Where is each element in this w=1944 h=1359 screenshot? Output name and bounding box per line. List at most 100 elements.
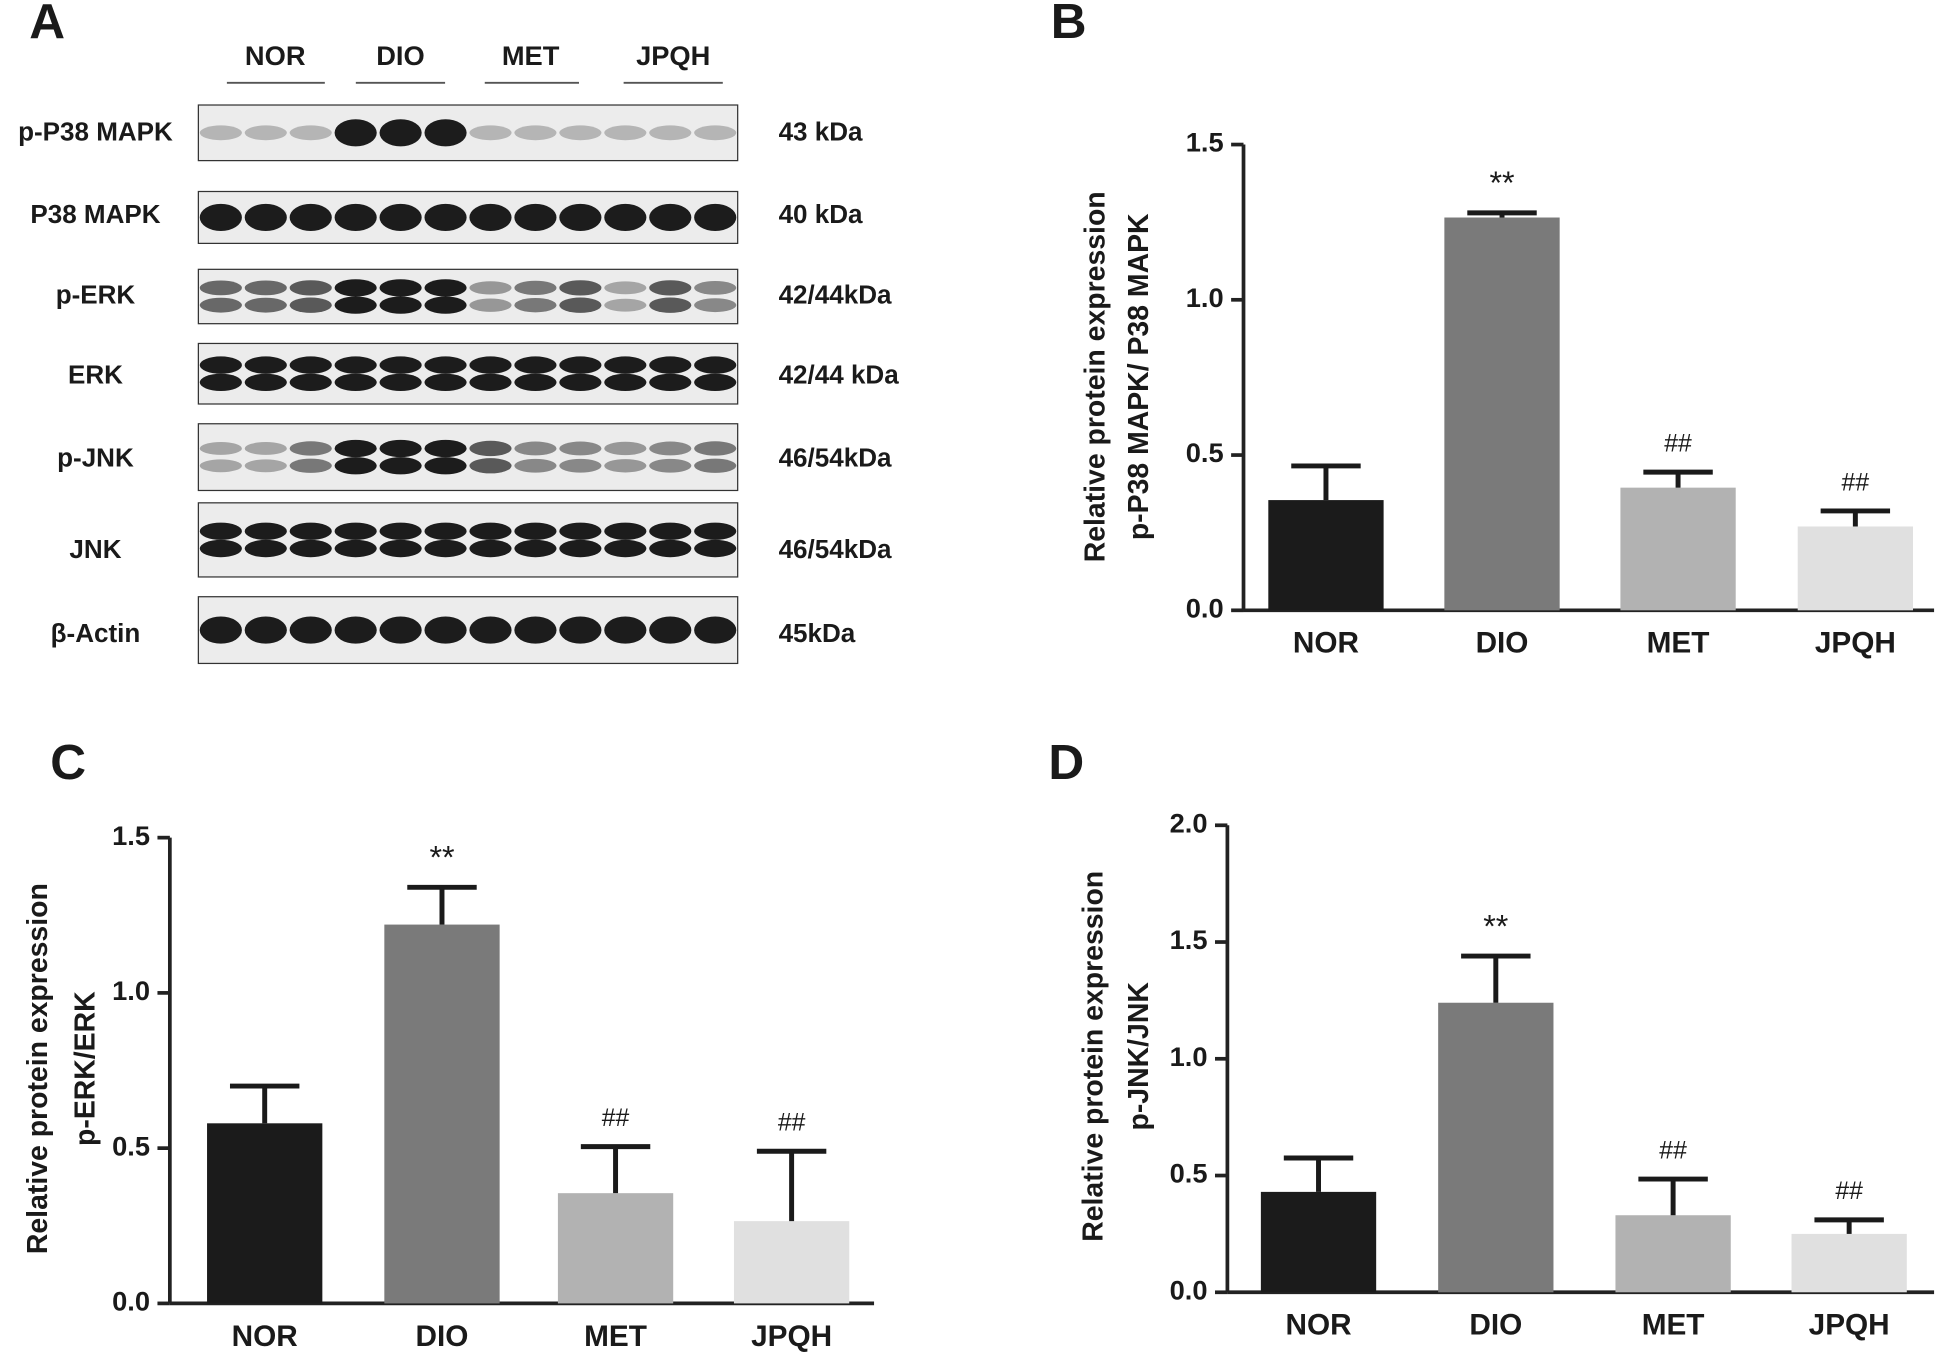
size-label: 42/44 kDa <box>779 360 900 390</box>
band <box>469 522 512 540</box>
band <box>379 439 422 458</box>
band <box>379 203 422 232</box>
band <box>694 539 737 558</box>
band <box>559 356 602 374</box>
bar <box>384 924 500 1304</box>
band <box>289 441 332 456</box>
y-tick-label: 1.5 <box>1170 924 1208 955</box>
band <box>604 616 647 644</box>
band <box>289 373 332 392</box>
band <box>289 203 332 232</box>
band <box>604 298 647 312</box>
x-tick-label: DIO <box>416 1320 469 1353</box>
x-tick-label: JPQH <box>1815 627 1896 660</box>
protein-label: β-Actin <box>51 618 141 648</box>
band <box>334 457 377 475</box>
significance-label: ## <box>1835 1178 1863 1205</box>
x-tick-label: JPQH <box>751 1320 832 1353</box>
band <box>424 296 467 314</box>
panel-letter: D <box>1048 735 1084 790</box>
band <box>604 522 647 540</box>
band <box>334 539 377 558</box>
bar <box>1260 1191 1377 1293</box>
band <box>424 522 467 540</box>
size-label: 46/54kDa <box>779 442 892 472</box>
band <box>334 373 377 392</box>
y-axis-label: p-JNK/JNK <box>1123 982 1155 1131</box>
band <box>424 616 467 644</box>
x-tick-label: MET <box>584 1320 647 1353</box>
band <box>199 280 242 296</box>
protein-label: JNK <box>69 534 121 564</box>
band <box>604 356 647 374</box>
band <box>379 616 422 644</box>
band <box>514 539 557 558</box>
error-bar <box>1467 210 1537 218</box>
band <box>649 373 692 392</box>
x-tick-label: NOR <box>1293 627 1359 660</box>
band <box>649 280 692 296</box>
band <box>424 457 467 475</box>
bar <box>557 1193 674 1304</box>
panel-letter: A <box>29 0 65 49</box>
band <box>289 458 332 473</box>
band <box>334 522 377 540</box>
y-axis-label: p-ERK/ERK <box>69 991 101 1146</box>
band <box>289 297 332 313</box>
error-bar <box>1461 953 1531 1003</box>
x-tick-label: MET <box>1642 1309 1705 1342</box>
band <box>379 373 422 392</box>
blot-box <box>197 423 739 492</box>
size-label: 40 kDa <box>779 199 863 229</box>
significance-label: ** <box>429 840 455 876</box>
band <box>694 125 737 141</box>
band <box>604 125 647 141</box>
x-tick-label: NOR <box>232 1320 298 1353</box>
y-tick-label: 1.0 <box>1186 282 1224 313</box>
band <box>469 125 512 141</box>
band <box>244 373 287 392</box>
band <box>649 616 692 644</box>
band <box>424 439 467 458</box>
band <box>199 297 242 313</box>
significance-label: ** <box>1483 908 1509 944</box>
blot-box <box>197 596 739 665</box>
band <box>469 281 512 295</box>
band <box>334 119 377 147</box>
band <box>559 539 602 558</box>
band <box>469 458 512 474</box>
band <box>604 539 647 558</box>
significance-label: ## <box>1664 431 1692 458</box>
y-tick-label: 1.5 <box>112 820 150 851</box>
band <box>694 298 737 313</box>
band <box>379 296 422 314</box>
x-tick-label: JPQH <box>1809 1309 1890 1342</box>
band <box>334 439 377 458</box>
band <box>469 440 512 457</box>
band <box>559 297 602 313</box>
band <box>649 441 692 456</box>
significance-label: ## <box>778 1110 806 1137</box>
band <box>514 356 557 374</box>
band <box>379 539 422 558</box>
band <box>469 539 512 558</box>
error-bar <box>407 884 477 925</box>
band <box>559 373 602 392</box>
band <box>289 522 332 540</box>
band <box>604 441 647 456</box>
size-label: 42/44kDa <box>779 279 892 309</box>
band <box>379 522 422 540</box>
band <box>514 373 557 392</box>
error-bar <box>229 1083 300 1124</box>
x-tick-label: MET <box>1647 627 1710 660</box>
bar <box>1438 1002 1554 1293</box>
error-bar <box>1820 508 1891 527</box>
bar <box>1797 526 1914 611</box>
band <box>244 125 287 141</box>
band <box>334 616 377 644</box>
band <box>424 203 467 232</box>
band <box>604 203 647 232</box>
error-bar <box>1291 463 1361 501</box>
band <box>469 203 512 232</box>
band <box>379 119 422 147</box>
